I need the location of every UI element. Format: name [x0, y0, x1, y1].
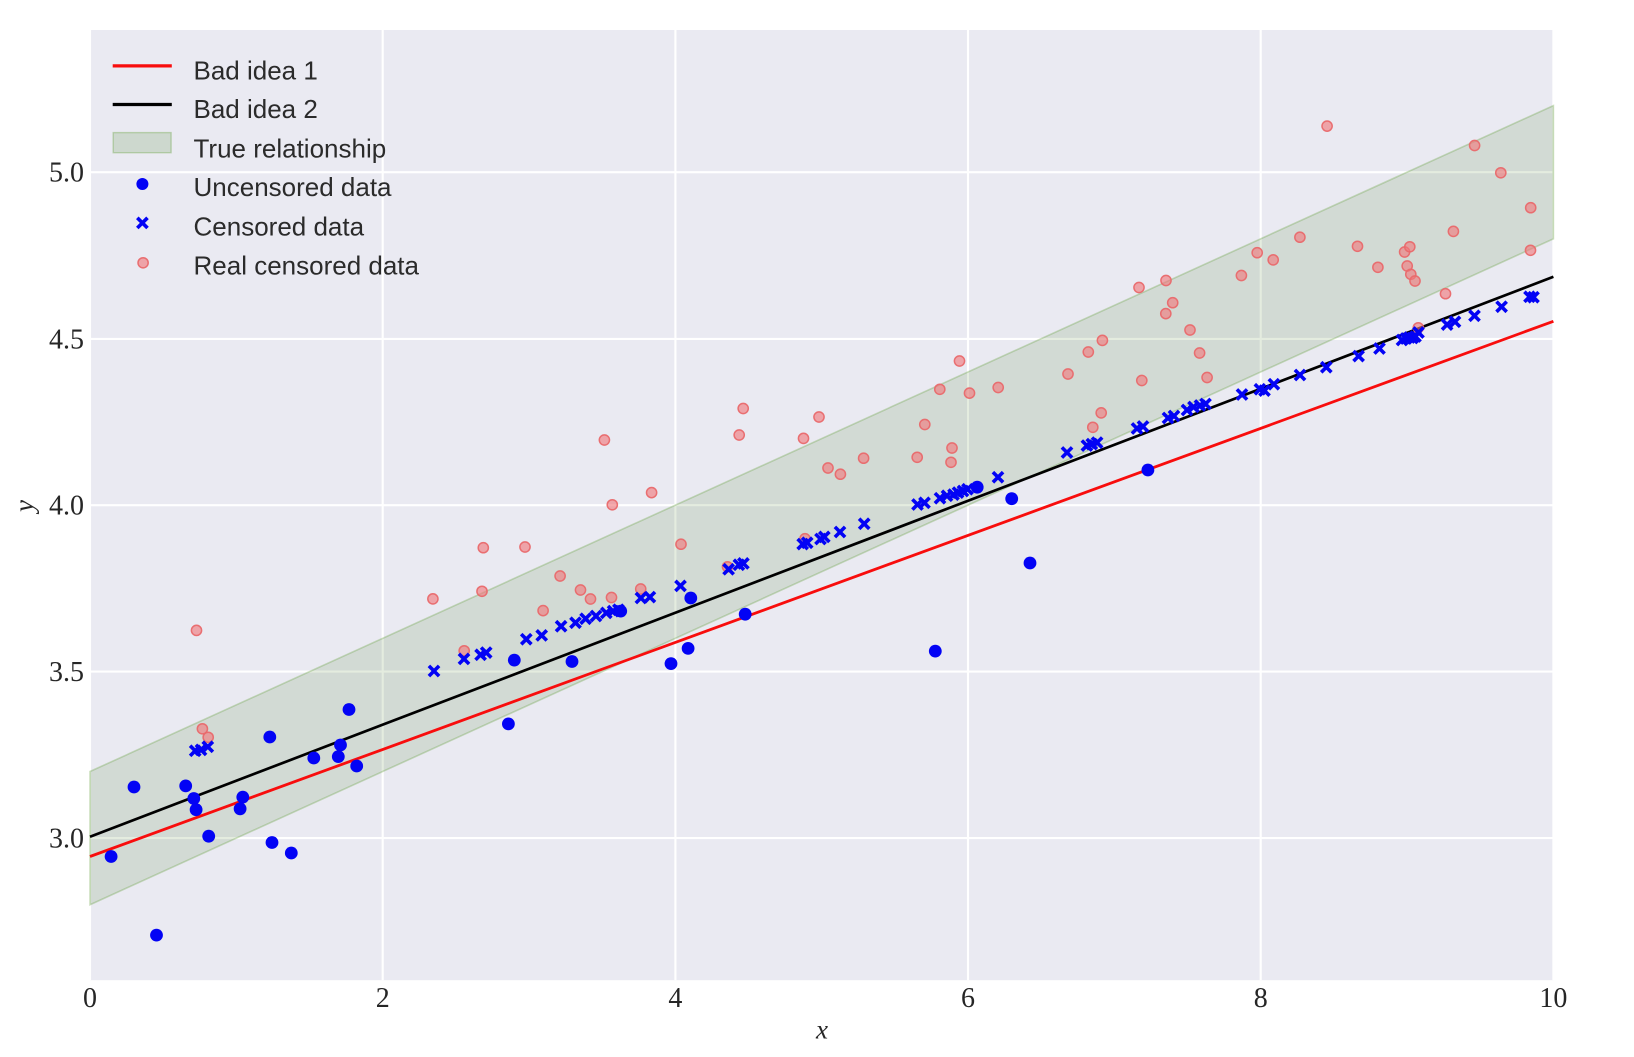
svg-text:10: 10 — [1539, 983, 1567, 1014]
svg-text:3.5: 3.5 — [49, 657, 84, 688]
svg-text:4: 4 — [668, 983, 682, 1014]
svg-text:6: 6 — [961, 983, 975, 1014]
svg-text:4.5: 4.5 — [49, 324, 84, 355]
svg-text:2: 2 — [376, 983, 390, 1014]
svg-text:x: x — [815, 1015, 828, 1045]
svg-text:3.0: 3.0 — [49, 824, 84, 855]
svg-text:Censored data: Censored data — [194, 211, 365, 241]
svg-text:4.0: 4.0 — [49, 491, 84, 522]
svg-text:5.0: 5.0 — [49, 158, 84, 189]
svg-text:True relationship: True relationship — [194, 133, 387, 163]
svg-text:y: y — [9, 500, 39, 515]
svg-text:8: 8 — [1254, 983, 1268, 1014]
svg-text:Bad idea 2: Bad idea 2 — [194, 94, 318, 124]
svg-text:Bad idea 1: Bad idea 1 — [194, 55, 318, 85]
svg-text:Real censored data: Real censored data — [194, 250, 420, 280]
svg-text:0: 0 — [83, 983, 97, 1014]
svg-text:Uncensored data: Uncensored data — [194, 172, 393, 202]
